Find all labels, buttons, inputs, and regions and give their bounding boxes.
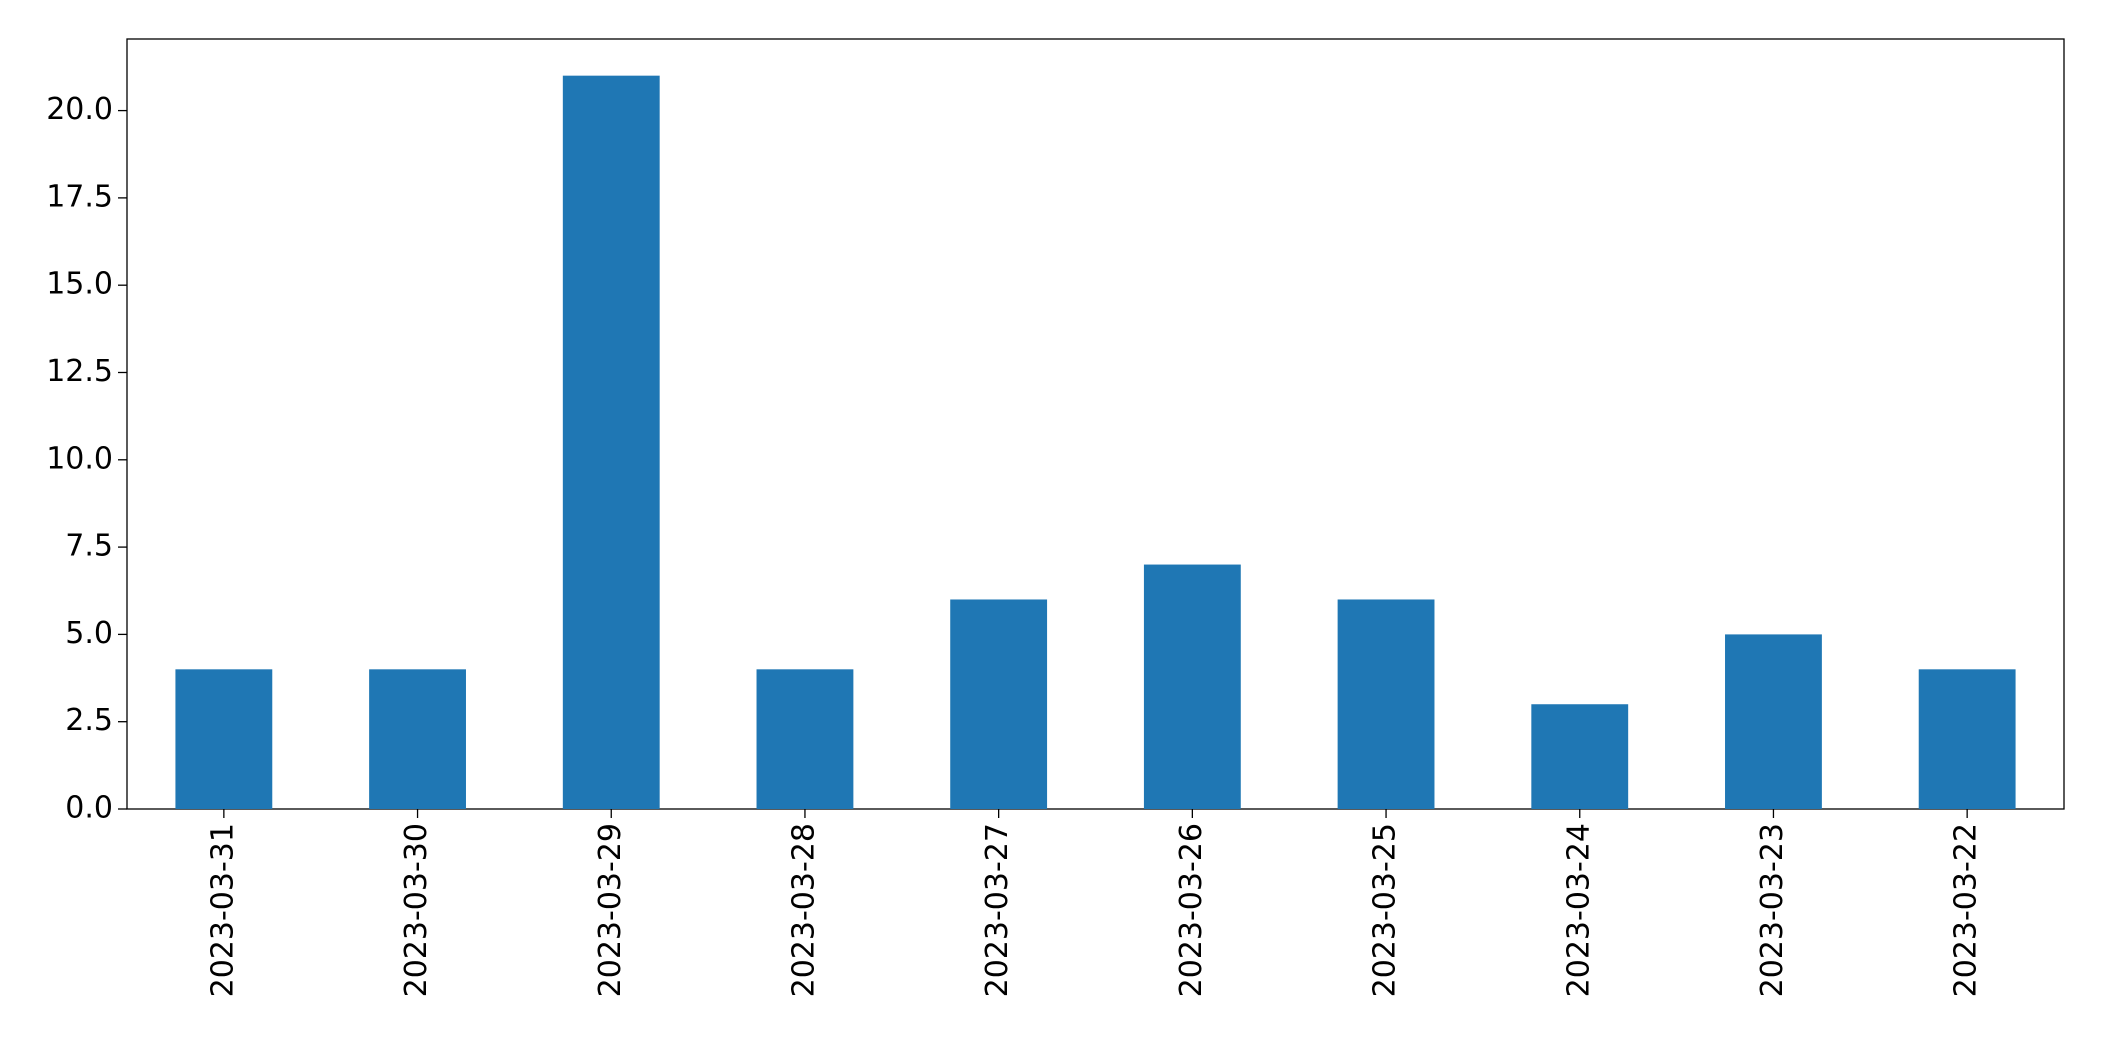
bar [1531, 704, 1629, 809]
y-tick-label: 20.0 [46, 92, 113, 127]
x-tick-label: 2023-03-24 [1561, 823, 1596, 997]
y-tick-label: 7.5 [65, 529, 113, 564]
bar [1918, 669, 2016, 809]
axes-frame [126, 38, 2065, 810]
x-tick-label: 2023-03-25 [1368, 823, 1403, 997]
bar [562, 75, 660, 809]
x-tick-label: 2023-03-26 [1174, 823, 1209, 997]
bar [756, 669, 854, 809]
x-tick-label: 2023-03-27 [980, 823, 1015, 997]
bar [369, 669, 466, 809]
y-tick-label: 2.5 [65, 703, 113, 738]
y-tick-label: 10.0 [46, 441, 113, 476]
y-tick-label: 0.0 [65, 791, 113, 826]
y-tick-label: 5.0 [65, 616, 113, 651]
y-tick-label: 15.0 [46, 267, 113, 302]
bar [1337, 599, 1435, 809]
x-tick-label: 2023-03-30 [399, 823, 434, 997]
bar [1725, 634, 1822, 809]
x-tick-label: 2023-03-22 [1949, 823, 1984, 997]
x-tick-label: 2023-03-28 [786, 823, 821, 997]
x-tick-label: 2023-03-29 [593, 823, 628, 997]
bar [175, 669, 273, 809]
bar [950, 599, 1048, 809]
bar [1143, 564, 1241, 809]
x-tick-label: 2023-03-23 [1755, 823, 1790, 997]
x-tick-label: 2023-03-31 [205, 823, 240, 997]
y-tick-label: 12.5 [46, 354, 113, 389]
y-tick-label: 17.5 [46, 179, 113, 214]
